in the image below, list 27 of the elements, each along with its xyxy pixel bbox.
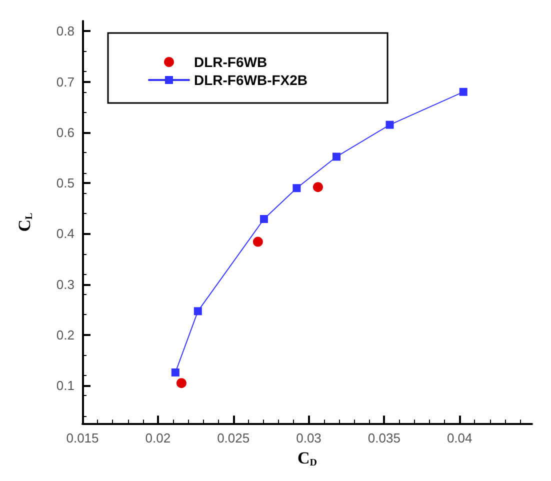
legend-label: DLR-F6WB — [194, 54, 268, 70]
y-tick-label: 0.2 — [56, 327, 74, 342]
x-tick-label: 0.025 — [217, 430, 250, 446]
point — [176, 378, 186, 388]
point — [194, 307, 202, 316]
point — [459, 88, 468, 96]
x-tick-label: 0.04 — [446, 430, 472, 446]
y-tick-label: 0.6 — [56, 124, 74, 140]
legend-label: DLR-F6WB-FX2B — [194, 72, 308, 88]
x-tick-label: 0.015 — [66, 430, 99, 446]
y-tick-label: 0.8 — [56, 24, 74, 39]
y-tick-label: 0.7 — [56, 74, 74, 90]
y-tick-label: 0.4 — [56, 226, 74, 242]
y-tick-label: 0.5 — [56, 176, 74, 191]
x-tick-label: 0.03 — [296, 430, 322, 446]
point — [332, 152, 341, 161]
y-tick-label: 0.3 — [56, 276, 74, 292]
x-tick-label: 0.02 — [145, 430, 171, 446]
y-tick-label: 0.1 — [56, 378, 74, 394]
point — [292, 184, 301, 192]
point — [312, 182, 323, 192]
y-axis-title: CL — [15, 212, 35, 232]
point — [386, 120, 394, 129]
x-tick-label: 0.035 — [368, 430, 400, 446]
point — [260, 215, 268, 224]
point — [252, 236, 263, 247]
point — [171, 368, 180, 376]
